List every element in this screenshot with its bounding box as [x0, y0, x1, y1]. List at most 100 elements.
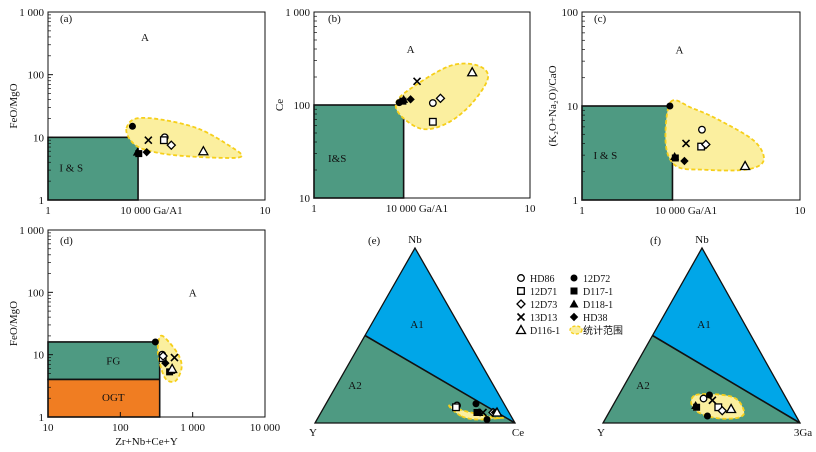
legend-swatch-envelope: [569, 325, 583, 335]
data-point-hd38: [142, 147, 151, 157]
x-tick-label: 100: [112, 422, 129, 434]
legend: HD86 12D72 12D71 D117-1 12D73 D118-1 13D13 HD38…: [515, 274, 623, 337]
field-label: A: [141, 32, 149, 44]
data-point-d116-1: [725, 403, 737, 414]
data-point-d116-1: [197, 145, 209, 156]
legend-swatch-hd86: [517, 274, 525, 282]
data-point-d117-1: [693, 403, 701, 411]
x-tick-label: 1: [311, 203, 317, 215]
y-tick-label: 1: [39, 412, 45, 424]
x-tick-label: 1: [579, 205, 585, 217]
field-is: [47, 136, 139, 201]
x-tick-label: 10: [43, 422, 55, 434]
sample-envelope: [125, 116, 243, 159]
data-point-13d13: [412, 77, 422, 86]
x-tick-label: 1: [45, 205, 51, 217]
data-point-d116-1: [739, 160, 751, 171]
field-label: A1: [410, 319, 423, 331]
field-label: A: [189, 287, 197, 299]
field-boundary: [652, 334, 801, 424]
y-tick-label: 100: [28, 70, 45, 82]
y-tick-label: 10: [33, 132, 45, 144]
data-point-d116-1: [466, 66, 478, 77]
data-point-12d71: [452, 403, 460, 412]
panel-e: A1 A2 Nb Y Ce (e): [309, 234, 524, 439]
data-point-hd38: [406, 95, 415, 104]
field-ogt: [47, 378, 161, 418]
field-label: A2: [348, 380, 361, 392]
x-tick-label: 10 000 Ga/A1: [655, 205, 717, 217]
legend-label: 13D13: [530, 313, 557, 324]
legend-swatch-12d73: [516, 299, 526, 309]
vertex-label-right: Ce: [512, 427, 524, 439]
data-point-12d72: [483, 416, 491, 423]
data-point-hd38: [161, 358, 170, 368]
vertex-label-top: Nb: [408, 234, 422, 246]
field-is: [581, 105, 674, 201]
field-a2: [603, 335, 800, 423]
legend-label: HD86: [530, 274, 554, 285]
panel-c: 100 10 11 10 000 Ga/A1 10 (K₂O+Na₂O)/CaO A I & …: [547, 7, 806, 217]
data-point-13d13: [144, 136, 153, 145]
field-label: I&S: [328, 153, 346, 165]
data-point-12d72: [666, 102, 674, 110]
y-tick-label: 10: [567, 101, 579, 113]
x-tick-label: 10 000: [250, 422, 281, 434]
field-a2: [315, 335, 515, 423]
y-axis-label: (K₂O+Na₂O)/CaO: [547, 65, 559, 146]
y-tick-label: 1 000: [19, 225, 44, 237]
data-point-hd86: [428, 99, 437, 107]
legend-label: D117-1: [583, 287, 613, 298]
y-axis-label: Ce: [274, 99, 286, 111]
data-point-13d13: [170, 353, 179, 362]
field-label: A1: [697, 319, 710, 331]
legend-label: HD38: [583, 313, 607, 324]
data-point-hd86: [699, 394, 708, 403]
x-tick-label: 10 000 Ga/A1: [120, 205, 182, 217]
data-point-d116-1: [491, 406, 503, 417]
legend-label: 12D71: [530, 287, 557, 298]
field-label: I & S: [593, 150, 617, 162]
legend-label: 12D73: [530, 300, 557, 311]
sample-envelope: [448, 404, 505, 421]
data-point-13d13: [708, 396, 717, 405]
legend-swatch-d117-1: [570, 287, 578, 295]
data-point-12d73: [700, 139, 711, 150]
legend-swatch-13d13: [516, 312, 526, 322]
panel-label: (c): [594, 13, 607, 25]
panel-label: (b): [328, 13, 341, 25]
legend-label: D116-1: [530, 326, 560, 337]
y-tick-label: 1 000: [19, 7, 44, 19]
panel-label: (a): [60, 13, 73, 25]
y-tick-label: 100: [562, 7, 579, 19]
data-point-12d72: [128, 122, 136, 130]
vertex-label-left: Y: [597, 427, 605, 439]
panel-label: (d): [60, 235, 73, 247]
x-tick-label: 10 000 Ga/A1: [386, 203, 448, 215]
panel-f: A1 A2 Nb Y 3Ga (f): [597, 234, 812, 439]
legend-label: 12D72: [583, 274, 610, 285]
field-a1: [652, 248, 800, 423]
data-point-hd86: [697, 125, 706, 134]
x-axis-label: Zr+Nb+Ce+Y: [115, 436, 178, 448]
data-point-d118-1: [399, 94, 409, 103]
y-axis-label: FeO/MgO: [8, 301, 20, 346]
plot-frame: [47, 229, 266, 418]
y-tick-label: 10: [33, 350, 45, 362]
data-point-12d73: [435, 93, 446, 104]
field-label: I & S: [59, 163, 83, 175]
data-point-12d71: [159, 136, 168, 145]
data-point-12d73: [158, 351, 169, 361]
field-label: A2: [636, 380, 649, 392]
y-axis-label: FeO/MgO: [8, 83, 20, 128]
field-is: [313, 104, 405, 199]
data-point-12d72: [703, 412, 711, 420]
legend-swatch-12d71: [517, 287, 525, 295]
data-point-d118-1: [132, 147, 142, 156]
panel-label: (f): [650, 235, 661, 247]
data-point-12d73: [166, 140, 177, 151]
